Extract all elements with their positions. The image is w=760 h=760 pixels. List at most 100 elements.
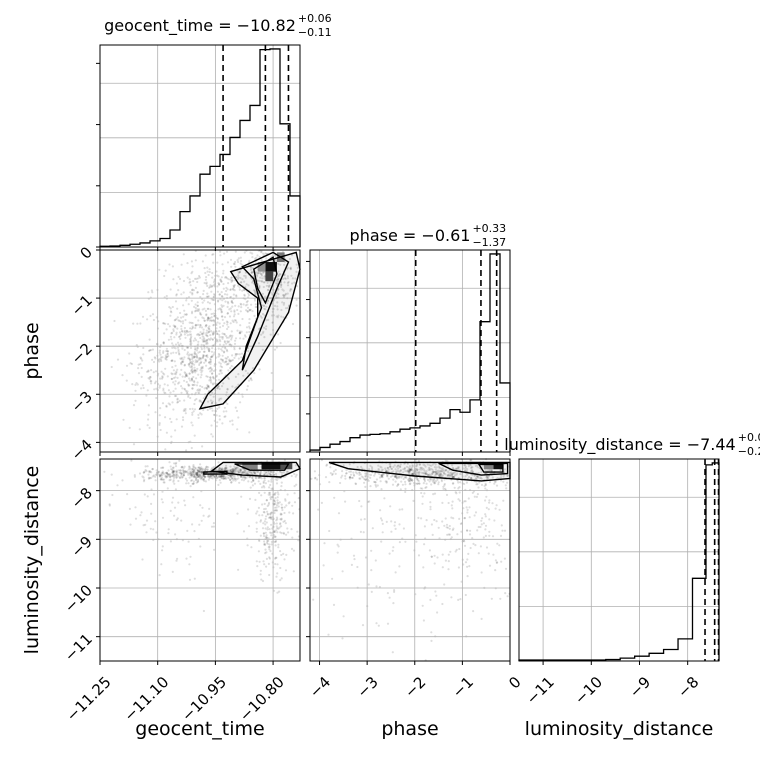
sample-point-geocent-phase-1542 — [206, 341, 209, 344]
sample-point-geocent-lumdist-726 — [268, 491, 271, 494]
sample-point-geocent-lumdist-935 — [247, 525, 251, 528]
sample-point-phase-lumdist-218 — [403, 467, 406, 471]
sample-point-phase-lumdist-89 — [349, 473, 353, 476]
sample-point-geocent-lumdist-824 — [262, 484, 265, 488]
sample-point-geocent-phase-459 — [229, 295, 233, 299]
sample-point-geocent-lumdist-528 — [227, 470, 230, 474]
sample-point-geocent-phase-543 — [276, 282, 279, 285]
sample-point-geocent-phase-285 — [164, 354, 167, 357]
sample-point-geocent-phase-1196 — [269, 333, 272, 336]
sample-point-geocent-lumdist-322 — [251, 476, 254, 479]
sample-point-phase-lumdist-610 — [324, 476, 328, 479]
sample-point-phase-lumdist-257 — [334, 472, 337, 475]
sample-point-geocent-phase-1641 — [165, 404, 168, 407]
sample-point-geocent-lumdist-990 — [268, 556, 271, 559]
sample-point-geocent-phase-440 — [241, 289, 244, 292]
sample-point-geocent-phase-922 — [235, 276, 238, 279]
sample-point-phase-lumdist-1051 — [389, 505, 392, 508]
sample-point-geocent-phase-517 — [213, 315, 216, 318]
sample-point-phase-lumdist-838 — [479, 525, 482, 529]
sample-point-geocent-phase-457 — [187, 383, 190, 386]
sample-point-geocent-phase-461 — [169, 307, 172, 310]
sample-point-geocent-phase-177 — [180, 316, 183, 319]
sample-point-geocent-phase-545 — [180, 356, 184, 359]
sample-point-phase-lumdist-802 — [447, 474, 450, 477]
x-axis-label-geocent_time: geocent_time — [135, 718, 264, 740]
sample-point-geocent-phase-805 — [216, 332, 219, 336]
sample-point-geocent-phase-369 — [207, 384, 210, 388]
sample-point-geocent-phase-85 — [209, 370, 212, 373]
sample-point-geocent-phase-1669 — [211, 331, 214, 334]
sample-point-phase-lumdist-471 — [377, 469, 381, 472]
sample-point-geocent-phase-1495 — [191, 362, 194, 365]
sample-point-geocent-phase-142 — [224, 415, 227, 418]
sample-point-geocent-phase-1306 — [262, 330, 265, 333]
sample-point-geocent-phase-703 — [224, 347, 227, 350]
sample-point-phase-lumdist-955 — [441, 566, 444, 569]
sample-point-geocent-phase-705 — [224, 360, 227, 363]
sample-point-phase-lumdist-340 — [373, 480, 376, 483]
sample-point-geocent-lumdist-456 — [250, 480, 253, 484]
sample-point-phase-lumdist-705 — [463, 500, 466, 503]
sample-point-phase-lumdist-651 — [450, 473, 454, 476]
sample-point-geocent-phase-15 — [234, 319, 237, 322]
sample-point-phase-lumdist-356 — [390, 467, 393, 470]
sample-point-phase-lumdist-918 — [447, 553, 450, 556]
sample-point-geocent-phase-746 — [250, 379, 253, 382]
sample-point-geocent-phase-178 — [192, 410, 195, 413]
sample-point-geocent-lumdist-48 — [164, 475, 167, 478]
sample-point-geocent-lumdist-499 — [236, 466, 239, 469]
sample-point-geocent-phase-419 — [222, 351, 226, 354]
sample-point-geocent-phase-915 — [277, 288, 280, 291]
sample-point-geocent-phase-911 — [249, 251, 252, 254]
sample-point-phase-lumdist-391 — [424, 471, 427, 474]
sample-point-phase-lumdist-444 — [445, 468, 448, 471]
sample-point-geocent-phase-577 — [179, 333, 183, 336]
sample-point-geocent-phase-1466 — [188, 357, 191, 360]
sample-point-geocent-lumdist-593 — [258, 476, 261, 479]
sample-point-geocent-phase-794 — [209, 285, 212, 288]
sample-point-geocent-lumdist-5 — [211, 477, 214, 480]
sample-point-geocent-phase-1490 — [187, 330, 190, 333]
sample-point-phase-lumdist-731 — [463, 544, 467, 547]
sample-point-phase-lumdist-847 — [477, 552, 480, 555]
sample-point-phase-lumdist-712 — [466, 508, 469, 511]
sample-point-geocent-phase-594 — [220, 348, 223, 351]
sample-point-geocent-phase-1152 — [232, 284, 235, 287]
sample-point-geocent-phase-1617 — [160, 356, 163, 359]
sample-point-geocent-lumdist-620 — [172, 474, 176, 477]
sample-point-geocent-phase-659 — [200, 371, 203, 374]
sample-point-geocent-phase-130 — [171, 331, 174, 334]
sample-point-phase-lumdist-504 — [431, 471, 434, 474]
sample-point-geocent-lumdist-404 — [174, 473, 177, 476]
sample-point-geocent-phase-321 — [224, 357, 227, 360]
sample-point-geocent-lumdist-1111 — [207, 515, 210, 518]
sample-point-phase-lumdist-589 — [388, 463, 391, 466]
sample-point-geocent-phase-1677 — [220, 372, 223, 375]
sample-point-phase-lumdist-630 — [408, 477, 411, 480]
sample-point-geocent-phase-587 — [190, 335, 193, 338]
sample-point-geocent-phase-1433 — [194, 359, 197, 362]
sample-point-geocent-lumdist-892 — [265, 565, 268, 568]
sample-point-geocent-phase-831 — [191, 360, 195, 363]
sample-point-geocent-lumdist-355 — [240, 478, 243, 481]
sample-point-geocent-phase-1645 — [148, 349, 151, 352]
sample-point-phase-lumdist-717 — [484, 513, 487, 516]
sample-point-geocent-lumdist-314 — [260, 477, 263, 480]
sample-point-phase-lumdist-509 — [398, 470, 401, 473]
sample-point-geocent-phase-1565 — [170, 352, 173, 355]
sample-point-phase-lumdist-287 — [427, 466, 431, 469]
sample-point-geocent-lumdist-738 — [264, 527, 267, 530]
sample-point-geocent-phase-117 — [209, 338, 212, 341]
sample-point-geocent-phase-319 — [203, 361, 206, 364]
sample-point-geocent-lumdist-399 — [257, 476, 260, 479]
sample-point-geocent-phase-1151 — [233, 289, 236, 292]
sample-point-geocent-phase-904 — [233, 284, 236, 287]
sample-point-geocent-lumdist-1037 — [185, 557, 188, 560]
sample-point-phase-lumdist-762 — [445, 493, 449, 496]
y-tick-label-geocent-lumdist-0: −11 — [61, 630, 96, 665]
sample-point-geocent-phase-145 — [180, 391, 183, 394]
sample-point-geocent-phase-841 — [225, 342, 228, 345]
sample-point-phase-lumdist-1079 — [422, 566, 425, 569]
